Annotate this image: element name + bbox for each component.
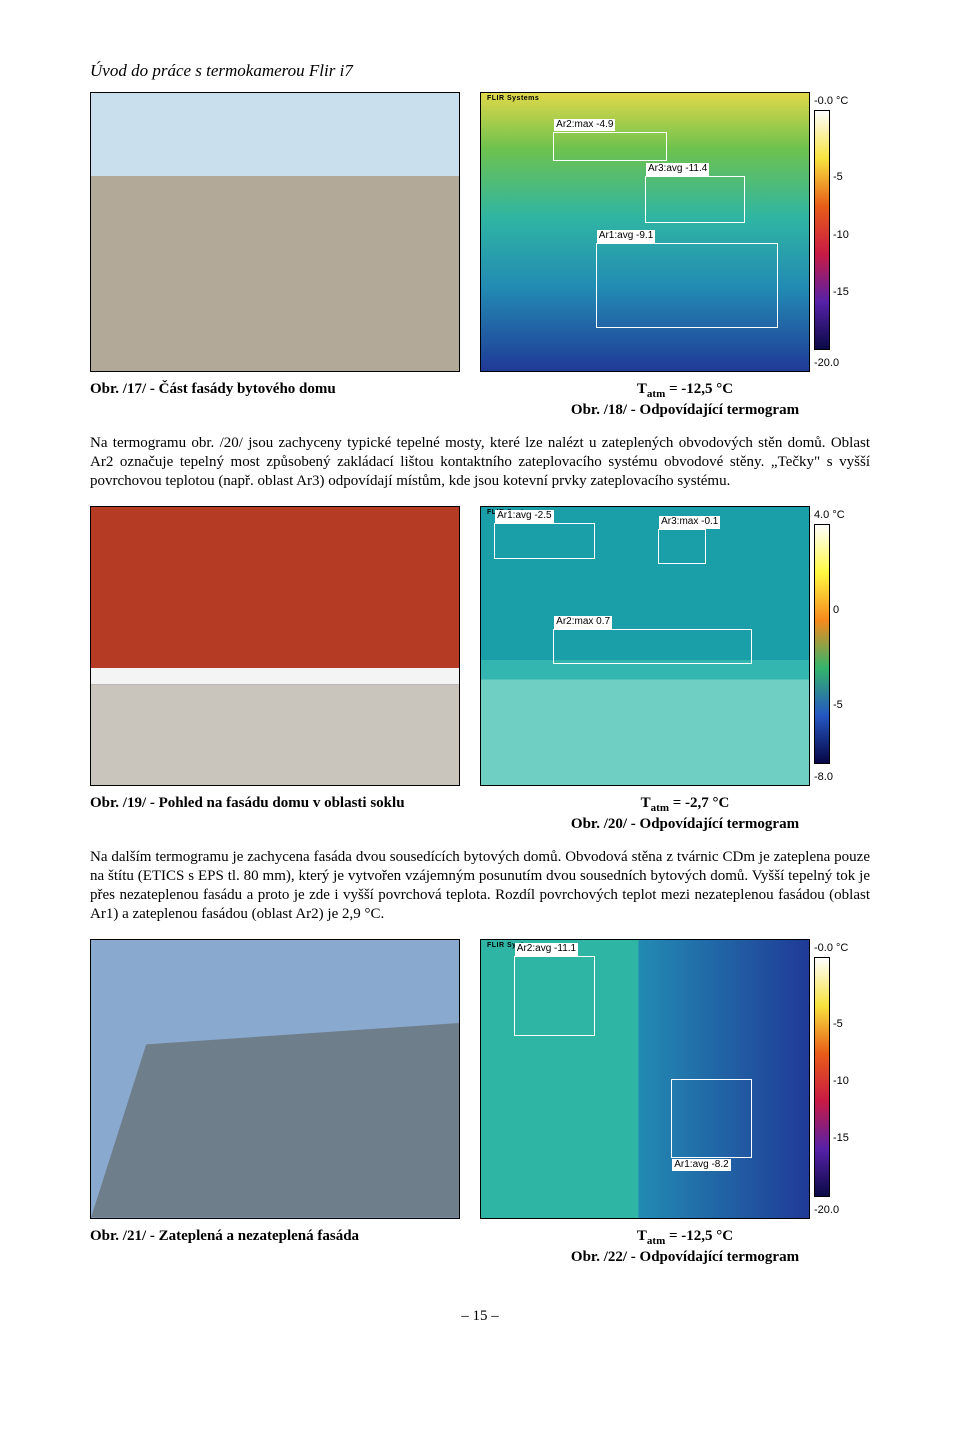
fig22-thermogram: FLIR Systems Ar2:avg -11.1Ar1:avg -8.2	[480, 939, 810, 1219]
fig19-caption-text: Obr. /19/ - Pohled na fasádu domu v obla…	[90, 795, 405, 811]
caption-row-21-22: Obr. /21/ - Zateplená a nezateplená fasá…	[90, 1227, 870, 1267]
fig18-caption-text: Obr. /18/ - Odpovídající termogram	[571, 402, 799, 418]
fig17-photo	[90, 92, 460, 372]
figure-pair-17-18: FLIR Systems Ar2:max -4.9Ar3:avg -11.4Ar…	[90, 92, 870, 372]
fig19-caption: Obr. /19/ - Pohled na fasádu domu v obla…	[90, 794, 460, 834]
fig21-caption: Obr. /21/ - Zateplená a nezateplená fasá…	[90, 1227, 460, 1267]
scale-tick: -10	[833, 227, 849, 241]
scale-tick: 0	[833, 603, 839, 617]
scale-bar: 0-5	[814, 524, 830, 764]
scale-tick: -5	[833, 698, 843, 712]
page-number: – 15 –	[90, 1307, 870, 1326]
scale-tick: -5	[833, 1017, 843, 1031]
roi-label: Ar2:max 0.7	[554, 616, 612, 629]
fig20-scale: 4.0 °C 0-5 -8.0	[814, 506, 864, 786]
fig22-tatm: Tatm = -12,5 °C	[500, 1227, 870, 1248]
scale-top: -0.0 °C	[814, 939, 864, 957]
fig20-caption-text: Obr. /20/ - Odpovídající termogram	[571, 816, 799, 832]
scale-bar: -5-10-15	[814, 110, 830, 350]
fig21-caption-text: Obr. /21/ - Zateplená a nezateplená fasá…	[90, 1228, 359, 1244]
scale-top: -0.0 °C	[814, 92, 864, 110]
fig20-caption-block: Tatm = -2,7 °C Obr. /20/ - Odpovídající …	[500, 794, 870, 834]
scale-bot: -8.0	[814, 768, 864, 786]
scale-bar: -5-10-15	[814, 957, 830, 1197]
roi-label: Ar3:avg -11.4	[646, 163, 709, 176]
roi-box: Ar3:max -0.1	[658, 529, 706, 564]
paragraph-1: Na termogramu obr. /20/ jsou zachyceny t…	[90, 434, 870, 492]
fig22-caption-block: Tatm = -12,5 °C Obr. /22/ - Odpovídající…	[500, 1227, 870, 1267]
fig19-socle	[91, 685, 459, 785]
fig22-caption-text: Obr. /22/ - Odpovídající termogram	[571, 1249, 799, 1265]
figure-pair-19-20: FLIR Systems Ar1:avg -2.5Ar3:max -0.1Ar2…	[90, 506, 870, 786]
scale-tick: -10	[833, 1074, 849, 1088]
roi-box: Ar3:avg -11.4	[645, 176, 745, 222]
fig17-wall	[91, 176, 459, 371]
roi-label: Ar1:avg -8.2	[672, 1159, 730, 1172]
roi-box: Ar1:avg -2.5	[494, 523, 594, 558]
fig21-photo	[90, 939, 460, 1219]
fig20-thermogram: FLIR Systems Ar1:avg -2.5Ar3:max -0.1Ar2…	[480, 506, 810, 786]
roi-label: Ar1:avg -9.1	[597, 230, 655, 243]
paragraph-2: Na dalším termogramu je zachycena fasáda…	[90, 848, 870, 925]
fig19-redwall	[91, 507, 459, 668]
roi-box: Ar1:avg -9.1	[596, 243, 778, 328]
fig18-scale: -0.0 °C -5-10-15 -20.0	[814, 92, 864, 372]
fig19-whiteband	[91, 668, 459, 685]
roi-box: Ar1:avg -8.2	[671, 1079, 752, 1159]
roi-label: Ar3:max -0.1	[659, 516, 720, 529]
fig18-thermogram: FLIR Systems Ar2:max -4.9Ar3:avg -11.4Ar…	[480, 92, 810, 372]
scale-tick: -15	[833, 1131, 849, 1145]
caption-row-19-20: Obr. /19/ - Pohled na fasádu domu v obla…	[90, 794, 870, 834]
scale-top: 4.0 °C	[814, 506, 864, 524]
fig18-wrap: FLIR Systems Ar2:max -4.9Ar3:avg -11.4Ar…	[480, 92, 864, 372]
scale-tick: -5	[833, 170, 843, 184]
fig17-caption: Obr. /17/ - Část fasády bytového domu	[90, 380, 460, 420]
scale-tick: -15	[833, 285, 849, 299]
roi-box: Ar2:max -4.9	[553, 132, 667, 162]
fig20-tatm: Tatm = -2,7 °C	[500, 794, 870, 815]
fig18-tatm: Tatm = -12,5 °C	[500, 380, 870, 401]
fig20-wrap: FLIR Systems Ar1:avg -2.5Ar3:max -0.1Ar2…	[480, 506, 864, 786]
fig19-photo	[90, 506, 460, 786]
scale-bot: -20.0	[814, 1201, 864, 1219]
scale-bot: -20.0	[814, 354, 864, 372]
flir-label: FLIR Systems	[487, 95, 539, 104]
fig22-scale: -0.0 °C -5-10-15 -20.0	[814, 939, 864, 1219]
fig21-wall	[91, 1023, 459, 1218]
fig17-caption-text: Obr. /17/ - Část fasády bytového domu	[90, 381, 336, 397]
roi-label: Ar2:max -4.9	[554, 119, 615, 132]
page-title: Úvod do práce s termokamerou Flir i7	[90, 60, 870, 82]
roi-box: Ar2:max 0.7	[553, 629, 752, 664]
fig18-caption-block: Tatm = -12,5 °C Obr. /18/ - Odpovídající…	[500, 380, 870, 420]
figure-pair-21-22: FLIR Systems Ar2:avg -11.1Ar1:avg -8.2 -…	[90, 939, 870, 1219]
roi-box: Ar2:avg -11.1	[514, 956, 595, 1036]
roi-label: Ar1:avg -2.5	[495, 510, 553, 523]
fig22-wrap: FLIR Systems Ar2:avg -11.1Ar1:avg -8.2 -…	[480, 939, 864, 1219]
caption-row-17-18: Obr. /17/ - Část fasády bytového domu Ta…	[90, 380, 870, 420]
roi-label: Ar2:avg -11.1	[515, 943, 578, 956]
